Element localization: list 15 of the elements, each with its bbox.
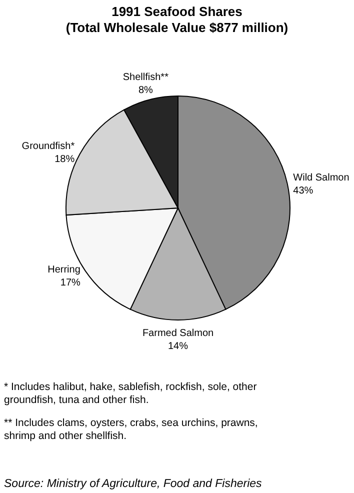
slice-label: Groundfish* [22, 141, 75, 152]
chart-title: 1991 Seafood Shares [112, 4, 242, 19]
data-label: 14% [168, 341, 188, 352]
text: ** Includes clams, oysters, crabs, sea urchins, prawns, shrimp and other shellfish. [4, 417, 258, 442]
data-label: 8% [138, 85, 154, 96]
data-label: 18% [54, 154, 75, 166]
slice-label: Farmed Salmon [142, 328, 214, 339]
source-note: Source: Ministry of Agriculture, Food and Fisheries [4, 478, 262, 490]
text: * Includes halibut, hake, sablefish, rockfish, sole, other groundfish, tuna and other fish. [4, 381, 258, 406]
slice-label: Shellfish** [122, 72, 169, 84]
slice-label: Wild Salmon [293, 172, 350, 184]
data-label: 43% [293, 185, 314, 196]
slice-label: Herring [48, 264, 80, 276]
data-label: 17% [60, 277, 81, 288]
chart-subtitle: (Total Wholesale Value $877 million) [66, 20, 288, 35]
